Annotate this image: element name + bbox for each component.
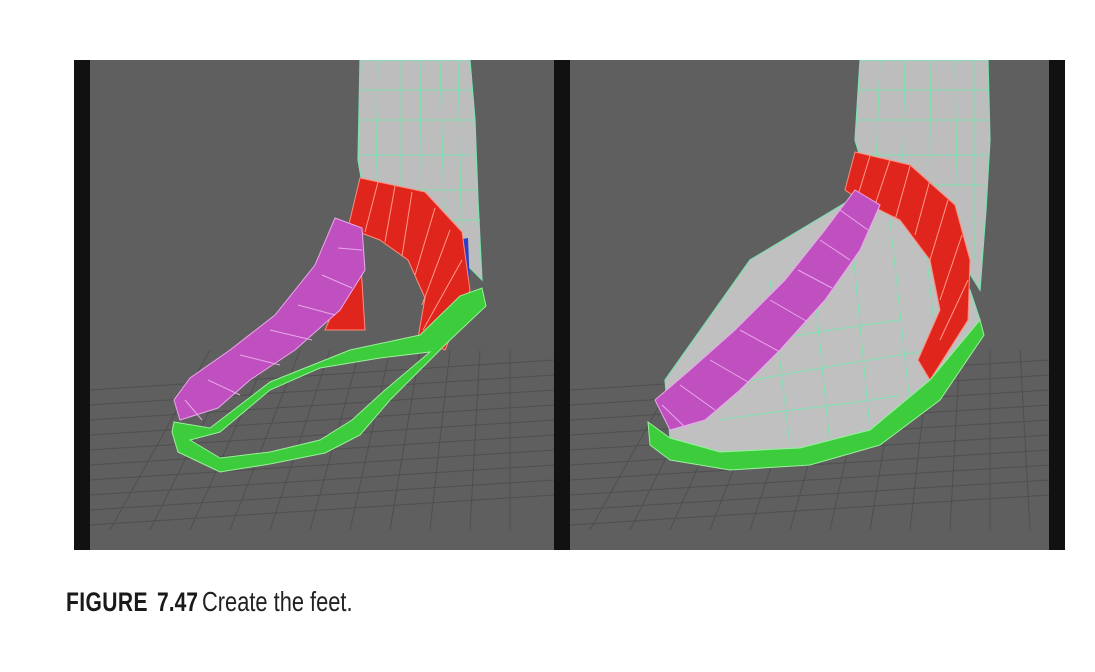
magenta-strip: [173, 217, 366, 421]
figure-caption-text: Create the feet.: [201, 586, 353, 617]
figure-frame: [74, 60, 1065, 550]
figure-caption: FIGURE 7.47 Create the feet.: [66, 586, 395, 626]
green-sole: [647, 318, 985, 471]
green-sole-ring: [171, 287, 487, 473]
foot-edge-loops-icon: [90, 60, 554, 531]
viewport-left: [90, 60, 554, 550]
viewport-right: [570, 60, 1049, 550]
figure-number: 7.47: [157, 587, 199, 617]
foot-filled-mesh-icon: [570, 60, 1049, 531]
figure-label: FIGURE: [66, 587, 148, 617]
magenta-strip: [654, 189, 881, 431]
ground-grid: [90, 349, 554, 531]
